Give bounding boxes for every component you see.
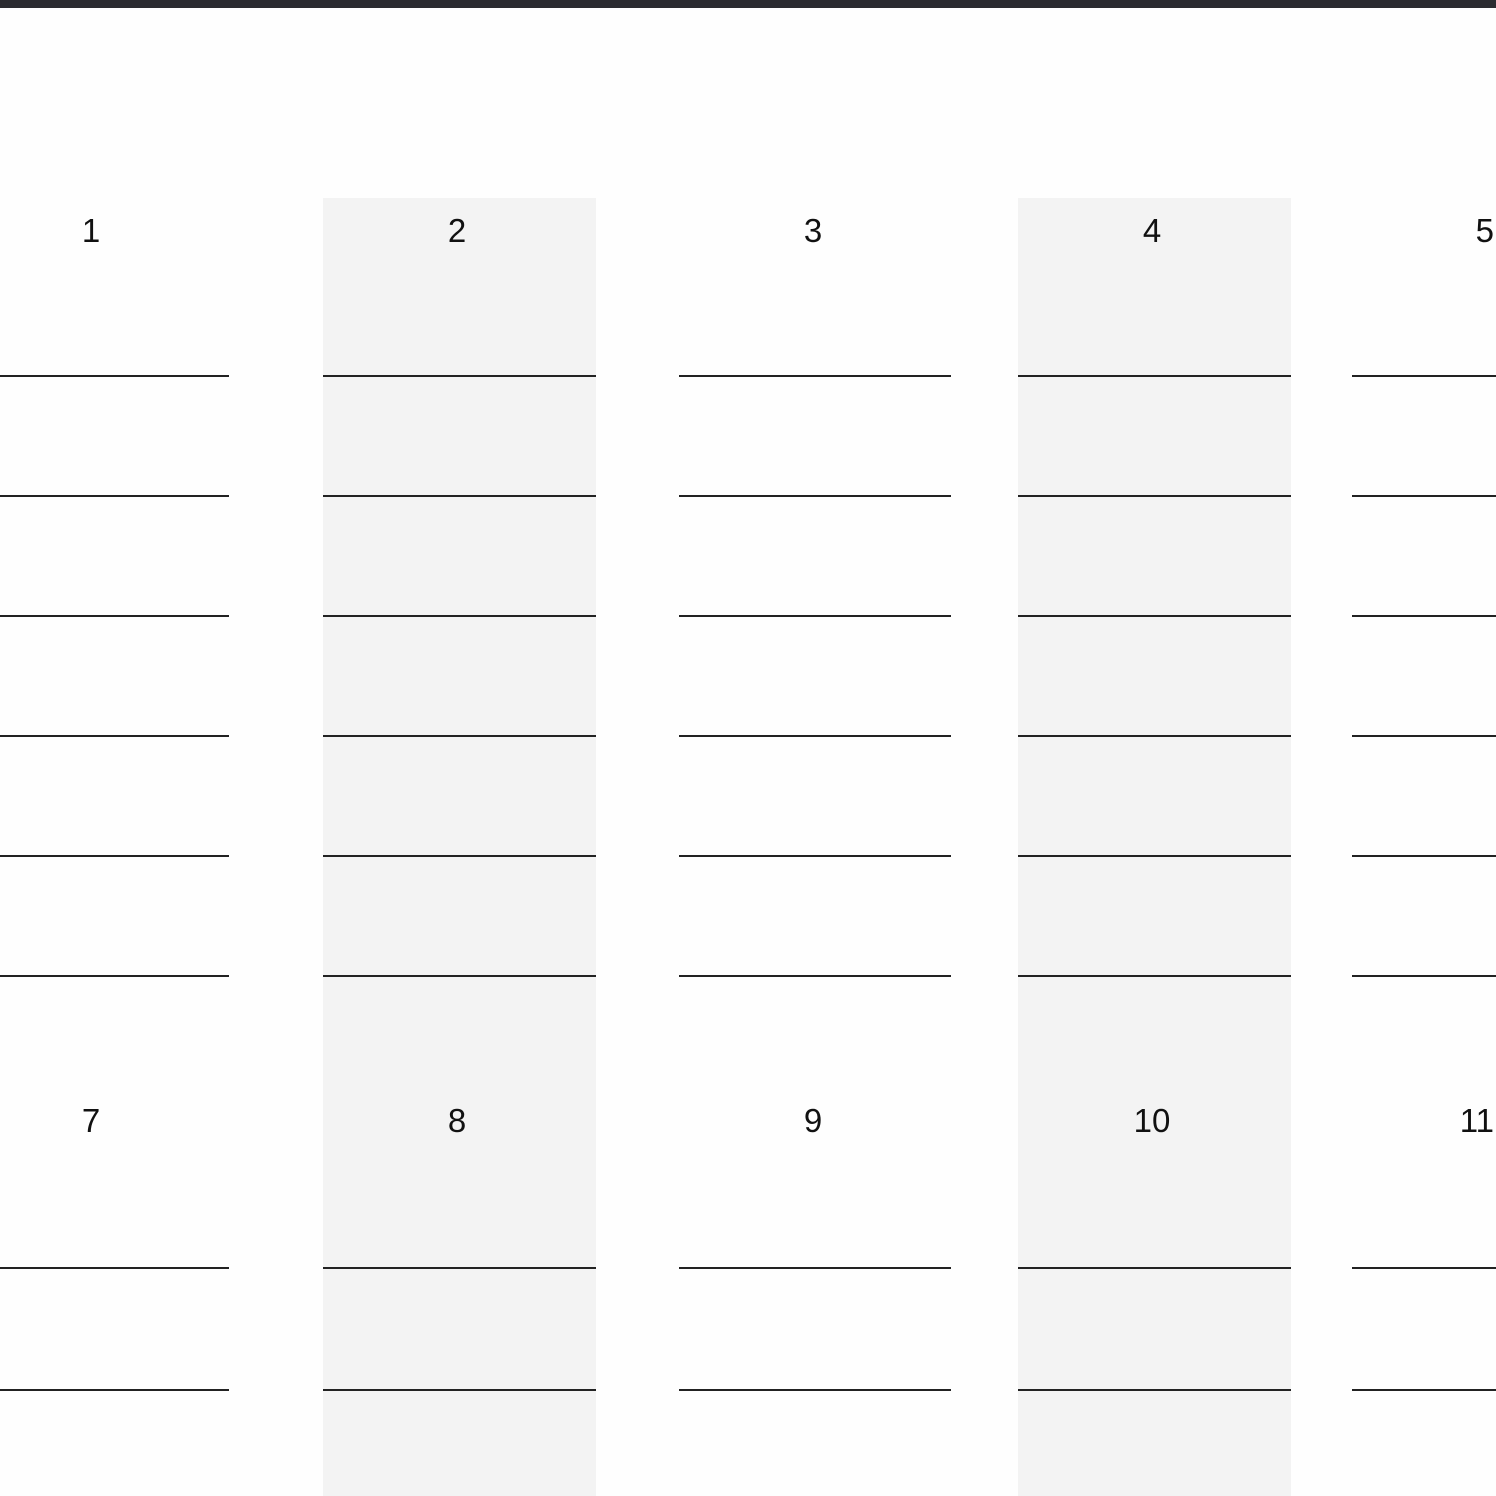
answer-line — [1352, 1267, 1496, 1269]
answer-line — [679, 495, 951, 497]
answer-line — [0, 735, 229, 737]
cell-number-label: 3 — [803, 212, 823, 249]
answer-line — [323, 375, 596, 377]
cell-number-label: 11 — [1459, 1102, 1494, 1139]
cell-number-label: 9 — [803, 1102, 823, 1139]
answer-line — [1018, 615, 1291, 617]
answer-line — [323, 1389, 596, 1391]
cell-number-label: 4 — [1142, 212, 1162, 249]
answer-line — [679, 1389, 951, 1391]
answer-line — [0, 975, 229, 977]
answer-line — [1352, 735, 1496, 737]
top-bar — [0, 0, 1496, 8]
cell-number-label: 2 — [447, 212, 467, 249]
answer-line — [1352, 375, 1496, 377]
answer-line — [323, 615, 596, 617]
cell-number-label: 8 — [447, 1102, 467, 1139]
answer-line — [1352, 975, 1496, 977]
answer-line — [1018, 855, 1291, 857]
answer-line — [0, 855, 229, 857]
answer-line — [1018, 495, 1291, 497]
answer-line — [0, 1267, 229, 1269]
answer-line — [323, 855, 596, 857]
answer-line — [679, 1267, 951, 1269]
answer-line — [1018, 1389, 1291, 1391]
answer-line — [323, 495, 596, 497]
answer-line — [679, 855, 951, 857]
answer-line — [679, 975, 951, 977]
answer-line — [323, 735, 596, 737]
answer-line — [679, 375, 951, 377]
answer-line — [323, 975, 596, 977]
answer-line — [1352, 495, 1496, 497]
cell-number-label: 7 — [81, 1102, 101, 1139]
cell-number-label: 5 — [1475, 212, 1494, 249]
answer-line — [1018, 735, 1291, 737]
answer-line — [0, 495, 229, 497]
answer-line — [679, 615, 951, 617]
answer-line — [1018, 975, 1291, 977]
answer-line — [1352, 615, 1496, 617]
answer-line — [1352, 1389, 1496, 1391]
shaded-column — [1018, 198, 1291, 1496]
answer-line — [679, 735, 951, 737]
cell-number-label: 10 — [1133, 1102, 1171, 1139]
answer-line — [0, 615, 229, 617]
answer-line — [323, 1267, 596, 1269]
answer-line — [0, 375, 229, 377]
answer-line — [0, 1389, 229, 1391]
cell-number-label: 1 — [81, 212, 101, 249]
shaded-column — [323, 198, 596, 1496]
answer-line — [1018, 375, 1291, 377]
answer-line — [1352, 855, 1496, 857]
answer-line — [1018, 1267, 1291, 1269]
